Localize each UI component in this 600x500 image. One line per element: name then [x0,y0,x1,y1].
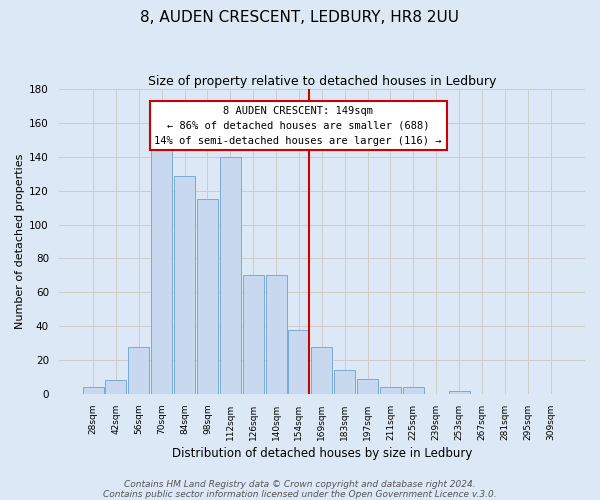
Text: 8, AUDEN CRESCENT, LEDBURY, HR8 2UU: 8, AUDEN CRESCENT, LEDBURY, HR8 2UU [140,10,460,25]
Bar [449,390,470,394]
Text: Contains HM Land Registry data © Crown copyright and database right 2024.
Contai: Contains HM Land Registry data © Crown c… [103,480,497,499]
Bar [83,387,104,394]
Bar [289,330,310,394]
Bar [380,387,401,394]
Bar [311,346,332,394]
Bar [334,370,355,394]
Text: 8 AUDEN CRESCENT: 149sqm
← 86% of detached houses are smaller (688)
14% of semi-: 8 AUDEN CRESCENT: 149sqm ← 86% of detach… [154,106,442,146]
Y-axis label: Number of detached properties: Number of detached properties [15,154,25,329]
Bar [151,146,172,394]
Bar [266,276,287,394]
Bar [174,176,195,394]
Bar [197,199,218,394]
Bar [220,157,241,394]
Bar [128,346,149,394]
Bar [106,380,127,394]
X-axis label: Distribution of detached houses by size in Ledbury: Distribution of detached houses by size … [172,447,472,460]
Bar [403,387,424,394]
Bar [357,378,378,394]
Title: Size of property relative to detached houses in Ledbury: Size of property relative to detached ho… [148,75,496,88]
Bar [242,276,264,394]
